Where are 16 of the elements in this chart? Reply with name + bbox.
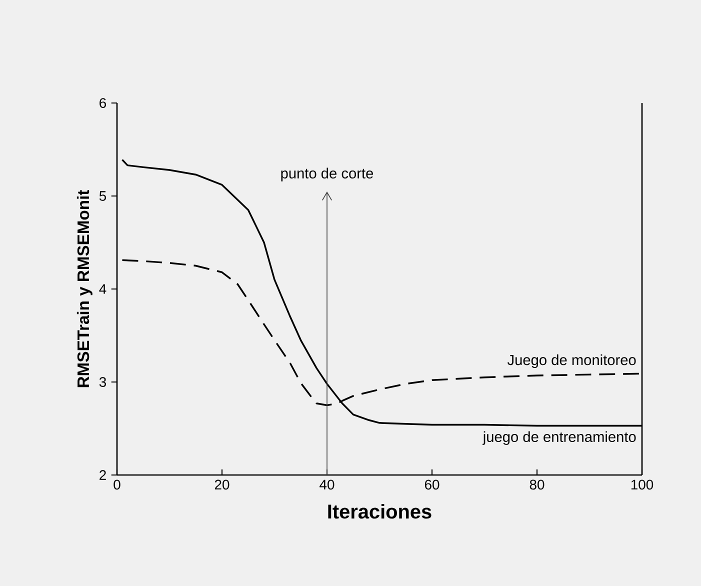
y-tick-label: 6 <box>100 98 106 108</box>
x-tick-label: 100 <box>631 480 654 490</box>
y-tick-label: 4 <box>99 284 106 294</box>
y-tick-label: 2 <box>100 470 106 480</box>
y-axis-title: RMSETrain y RMSEMonit <box>76 190 92 388</box>
x-tick-label: 0 <box>114 480 120 490</box>
ref-line-label: punto de corte <box>281 168 374 182</box>
x-axis-title: Iteraciones <box>328 504 432 519</box>
y-tick-label: 5 <box>99 191 106 201</box>
series-label: Juego de monitoreo <box>507 354 636 368</box>
x-tick-label: 60 <box>424 480 440 490</box>
x-tick-label: 40 <box>320 480 334 490</box>
y-tick-label: 3 <box>99 377 106 387</box>
series-label: juego de entrenamiento <box>482 431 636 445</box>
x-tick-label: 80 <box>530 480 544 490</box>
x-tick-label: 20 <box>214 480 230 490</box>
